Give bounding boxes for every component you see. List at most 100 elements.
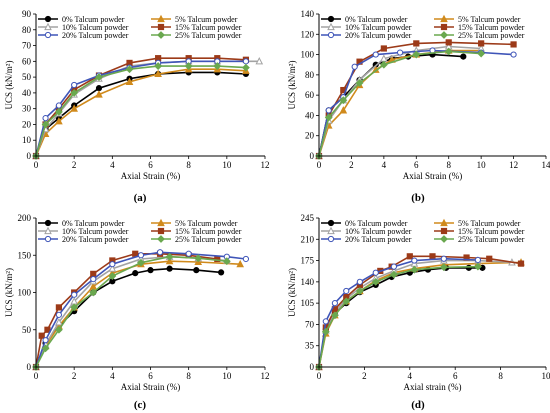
panel-d-series-25-talcum-powder-point bbox=[355, 287, 364, 295]
panel-c-x-tick-label: 10 bbox=[222, 371, 232, 381]
panel-c-label: (c) bbox=[134, 399, 147, 411]
panel-d-legend-10-talcum-powder-marker bbox=[327, 226, 335, 235]
panel-a-legend-0-talcum-powder-label: 0% Talcum powder bbox=[62, 15, 125, 24]
panel-d-series-20-talcum-powder-point bbox=[440, 255, 447, 262]
panel-b-x-tick-label: 2 bbox=[349, 160, 354, 170]
panel-a-series-15-talcum-powder-line bbox=[35, 57, 246, 157]
panel-b-series-15-talcum-powder-point bbox=[445, 39, 452, 46]
panel-d-y-tick-label: 245 bbox=[301, 213, 315, 223]
panel-a-label: (a) bbox=[134, 192, 147, 204]
panel-b-series-20-talcum-powder-point bbox=[351, 63, 358, 70]
panel-d-x-tick-label: 4 bbox=[408, 371, 413, 381]
panel-d-legend-5-talcum-powder-marker bbox=[440, 218, 448, 227]
panel-d: 0 2 4 6 8 10 0 35 70 105 140 175 210 245 Axial strain … bbox=[287, 213, 550, 411]
panel-a-legend-25-talcum-powder-label: 25% Talcum powder bbox=[175, 31, 242, 40]
panel-a-series-20-talcum-powder-point bbox=[55, 102, 63, 109]
panel-c-series-5-talcum-powder-point bbox=[236, 259, 245, 268]
panel-c-x-tick-label: 8 bbox=[186, 371, 191, 381]
panel-a-legend: 0% Talcum powder 5% Talcum powder 10% Talc… bbox=[38, 14, 242, 40]
panel-d-series-20-talcum-powder-point bbox=[331, 300, 338, 307]
panel-a-legend-15-talcum-powder-marker bbox=[157, 23, 165, 31]
panel-b-y-tick-label: 60 bbox=[305, 90, 315, 100]
panel-a-y-tick-label: 90 bbox=[22, 9, 32, 19]
panel-a-series-10-talcum-powder-point bbox=[255, 57, 264, 65]
panel-b-y-tick-label: 0 bbox=[310, 151, 315, 161]
panel-d-x-axis-label: Axial strain (%) bbox=[404, 382, 462, 392]
panel-b-series-0-talcum-powder-point bbox=[460, 53, 467, 60]
panel-d-series-25-talcum-powder-point bbox=[473, 262, 482, 271]
panel-d-legend-0-talcum-powder-label: 0% Talcum powder bbox=[345, 219, 408, 228]
panel-b-legend-0-talcum-powder-marker bbox=[327, 15, 335, 23]
panel-a-series-25-talcum-powder-point bbox=[125, 65, 134, 74]
panel-c-series-0-talcum-powder-point bbox=[132, 270, 139, 277]
panel-c-legend-15-talcum-powder-label: 15% Talcum powder bbox=[175, 227, 242, 236]
panel-c-legend-15-talcum-powder-marker bbox=[157, 227, 165, 235]
panel-c-series-25-talcum-powder-point bbox=[165, 252, 174, 261]
panel-c-series-25-talcum-powder-point bbox=[41, 344, 50, 353]
panel-b-curves bbox=[315, 39, 517, 160]
panel-d-series-20-talcum-powder-point bbox=[411, 257, 418, 264]
panel-a-y-tick-label: 30 bbox=[22, 104, 32, 114]
panel-b-y-tick-label: 100 bbox=[301, 50, 315, 60]
panel-c-series-20-talcum-powder-point bbox=[137, 252, 145, 259]
panel-c-series-15-talcum-powder-point bbox=[38, 332, 45, 339]
panel-b-legend-15-talcum-powder-marker bbox=[440, 23, 448, 31]
panel-a-legend-5-talcum-powder-marker bbox=[157, 14, 165, 23]
panel-c-series-20-talcum-powder-point bbox=[55, 311, 63, 318]
panel-b-series-25-talcum-powder-point bbox=[477, 49, 486, 58]
panel-b-series-20-talcum-powder-point bbox=[396, 49, 404, 56]
panel-d-series-15-talcum-powder-point bbox=[429, 253, 436, 260]
panel-a-series-5-talcum-powder-point bbox=[125, 77, 134, 85]
panel-d-series-20-talcum-powder-point bbox=[356, 278, 363, 285]
panel-d-series-25-talcum-powder-point bbox=[330, 311, 339, 320]
panel-b-x-tick-label: 0 bbox=[317, 160, 322, 170]
panel-b-legend-20-talcum-powder-label: 20% Talcum powder bbox=[345, 31, 412, 40]
panel-b-series-20-talcum-powder-point bbox=[325, 107, 332, 114]
panel-c-x-tick-label: 4 bbox=[110, 371, 115, 381]
panel-c-y-tick-label: 200 bbox=[18, 213, 32, 223]
panel-b-y-tick-label: 140 bbox=[301, 9, 315, 19]
panel-c-series-0-talcum-powder-line bbox=[35, 267, 222, 368]
panel-c-legend-20-talcum-powder-label: 20% Talcum powder bbox=[62, 235, 129, 244]
panel-a-series-25-talcum-powder-point bbox=[242, 63, 250, 72]
panel-b-series-15-talcum-powder-point bbox=[413, 40, 420, 47]
panel-a-x-tick-label: 12 bbox=[261, 160, 270, 170]
panel-a-series-25-talcum-powder-point bbox=[95, 73, 103, 82]
panel-c-series-25-talcum-powder-point bbox=[54, 325, 63, 334]
panel-d-y-tick-label: 140 bbox=[301, 277, 315, 287]
panel-d-legend-20-talcum-powder-label: 20% Talcum powder bbox=[345, 235, 412, 244]
panel-a-y-tick-label: 40 bbox=[22, 88, 32, 98]
panel-d-series-25-talcum-powder-point bbox=[342, 297, 351, 306]
panel-a-x-tick-label: 6 bbox=[148, 160, 153, 170]
panel-c-series-15-talcum-powder-point bbox=[90, 270, 97, 277]
panel-b-legend: 0% Talcum powder 5% Talcum powder 10% Talc… bbox=[321, 14, 525, 40]
panel-c-x-tick-label: 12 bbox=[261, 371, 270, 381]
panel-c-series-15-talcum-powder-point bbox=[55, 304, 62, 311]
panel-b-x-tick-label: 10 bbox=[477, 160, 487, 170]
panel-b-x-tick-label: 8 bbox=[446, 160, 451, 170]
panel-d-series-20-talcum-powder-line bbox=[318, 257, 478, 368]
panel-c: 0 2 4 6 8 10 12 0 50 100 150 200 Axial Strain (%) UCS… bbox=[4, 213, 270, 411]
panel-a-series-25-talcum-powder-point bbox=[70, 88, 79, 97]
panel-c-legend-5-talcum-powder-label: 5% Talcum powder bbox=[175, 219, 238, 228]
panel-d-series-15-talcum-powder-point bbox=[486, 255, 493, 262]
panel-d-legend-5-talcum-powder-label: 5% Talcum powder bbox=[458, 219, 521, 228]
panel-c-series-25-talcum-powder-point bbox=[89, 288, 98, 297]
panel-a-series-5-talcum-powder-point bbox=[55, 117, 63, 125]
panel-a-legend-5-talcum-powder-label: 5% Talcum powder bbox=[175, 15, 238, 24]
panel-d-x-tick-label: 10 bbox=[542, 371, 550, 381]
panel-b-legend-15-talcum-powder-label: 15% Talcum powder bbox=[458, 23, 525, 32]
panel-c-legend-0-talcum-powder-label: 0% Talcum powder bbox=[62, 219, 125, 228]
panel-b-legend-25-talcum-powder-label: 25% Talcum powder bbox=[458, 31, 525, 40]
panel-b-legend-0-talcum-powder-label: 0% Talcum powder bbox=[345, 15, 408, 24]
panel-a-y-tick-label: 20 bbox=[22, 119, 32, 129]
panel-c-y-tick-label: 150 bbox=[18, 250, 32, 260]
panel-d-y-tick-label: 105 bbox=[301, 298, 315, 308]
panel-a-legend-0-talcum-powder-marker bbox=[44, 15, 52, 23]
panel-a-x-tick-label: 8 bbox=[186, 160, 191, 170]
panel-c-series-0-talcum-powder-point bbox=[218, 269, 225, 276]
panel-c-series-10-talcum-powder-point bbox=[55, 318, 63, 326]
panel-d-series-25-talcum-powder-point bbox=[390, 270, 398, 279]
panel-b-series-20-talcum-powder-point bbox=[510, 51, 517, 58]
panel-c-series-20-talcum-powder-point bbox=[109, 261, 116, 268]
